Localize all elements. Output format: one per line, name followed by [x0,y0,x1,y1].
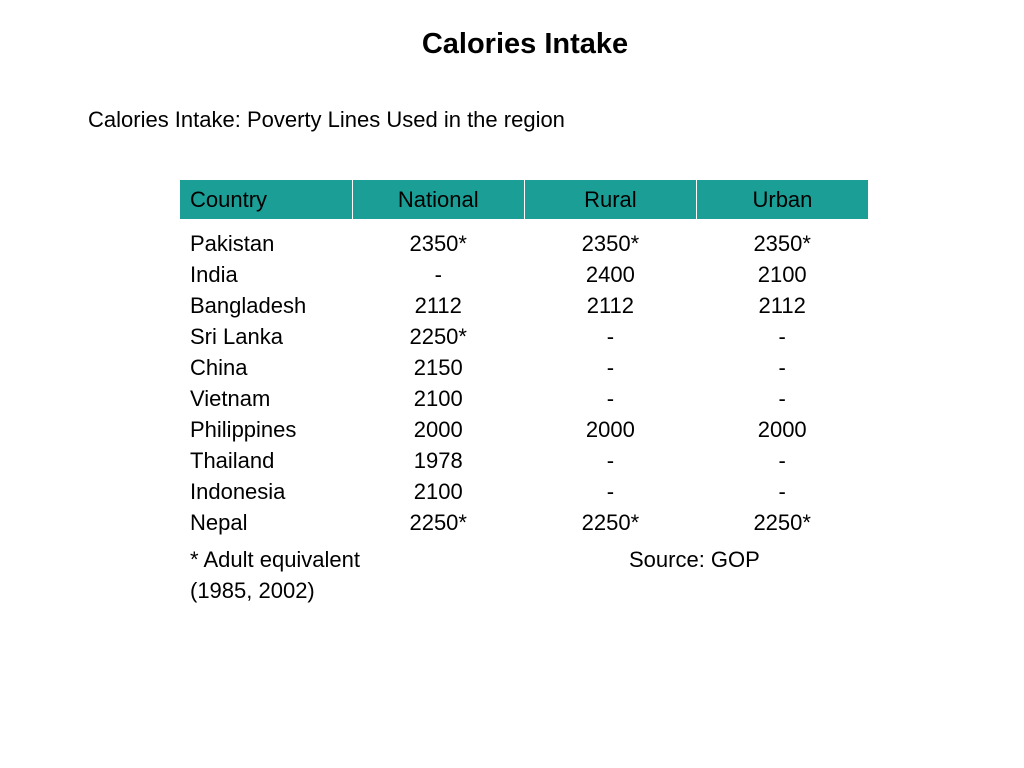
poverty-lines-table: Country National Rural Urban Pakistan 23… [180,180,868,538]
cell-country: Nepal [190,510,248,535]
cell-country: India [190,262,238,287]
table-row: Sri Lanka 2250* - - [180,321,868,352]
column-header-national: National [352,180,525,219]
cell-urban: 2350* [753,231,811,256]
cell-rural: - [606,479,615,504]
cell-rural: - [606,448,615,473]
cell-national: 2350* [409,231,467,256]
cell-country: Thailand [190,448,275,473]
cell-country: Vietnam [190,386,271,411]
cell-rural: 2000 [585,417,635,442]
cell-national: 2112 [414,293,462,318]
cell-rural: 2250* [581,510,640,535]
cell-urban: 2112 [758,293,806,318]
cell-national: 2100 [413,386,463,411]
table-row: China 2150 - - [180,352,868,383]
page-subtitle: Calories Intake: Poverty Lines Used in t… [88,107,565,132]
cell-urban: - [778,355,786,380]
cell-rural: - [606,324,615,349]
cell-country: Sri Lanka [190,324,283,349]
cell-urban: - [778,386,786,411]
cell-country: Philippines [190,417,297,442]
table-row: Philippines 2000 2000 2000 [180,414,868,445]
cell-urban: - [778,448,786,473]
cell-rural: - [606,386,615,411]
table-header-row: Country National Rural Urban [180,180,868,219]
table-row: Pakistan 2350* 2350* 2350* [180,219,868,259]
table-row: India - 2400 2100 [180,259,868,290]
cell-rural: 2350* [581,231,640,256]
cell-country: Indonesia [190,479,286,504]
cell-rural: 2112 [586,293,635,318]
cell-urban: 2250* [753,510,811,535]
table-row: Nepal 2250* 2250* 2250* [180,507,868,538]
column-header-rural: Rural [524,180,697,219]
cell-urban: - [778,479,786,504]
cell-national: 2150 [413,355,463,380]
cell-urban: 2100 [757,262,807,287]
cell-national: 2250* [409,510,467,535]
column-header-country: Country [180,180,353,219]
cell-rural: 2400 [585,262,635,287]
footnote-line-1: * Adult equivalent [190,547,361,572]
cell-country: Bangladesh [190,293,307,318]
table-row: Vietnam 2100 - - [180,383,868,414]
cell-rural: - [606,355,615,380]
footnote: * Adult equivalent (1985, 2002) [190,544,360,606]
table-row: Bangladesh 2112 2112 2112 [180,290,868,321]
footnote-line-2: (1985, 2002) [190,578,315,603]
table-row: Indonesia 2100 - - [180,476,868,507]
cell-urban: - [778,324,786,349]
cell-national: 2100 [413,479,463,504]
cell-national: 2250* [409,324,467,349]
cell-national: 1978 [413,448,463,473]
cell-national: 2000 [413,417,463,442]
cell-urban: 2000 [757,417,807,442]
table-row: Thailand 1978 - - [180,445,868,476]
cell-national: - [434,262,442,287]
column-header-urban: Urban [696,180,868,219]
cell-country: China [190,355,248,380]
source-note: Source: GOP [629,547,760,572]
cell-country: Pakistan [190,231,275,256]
page-title: Calories Intake [421,28,629,60]
